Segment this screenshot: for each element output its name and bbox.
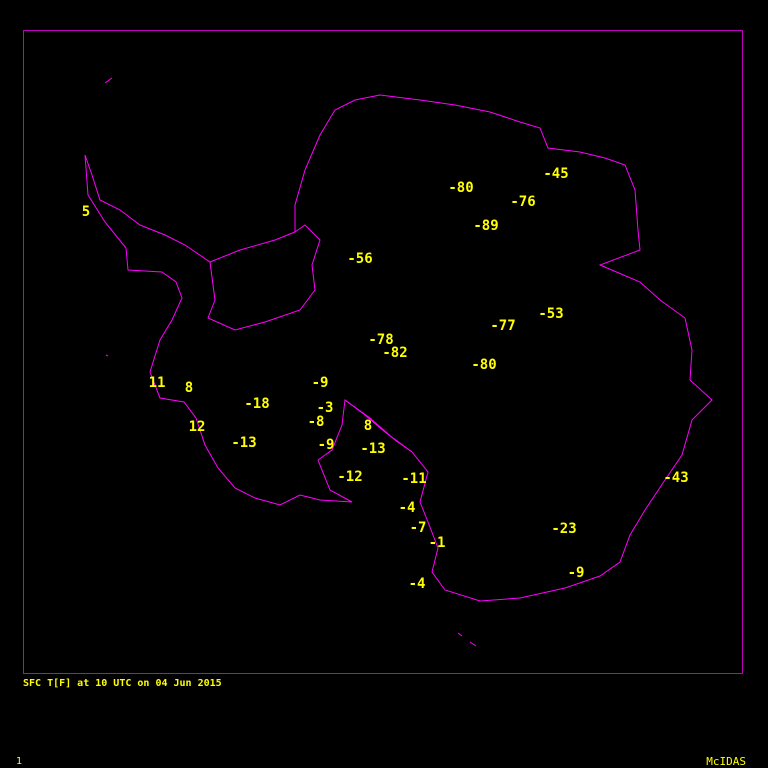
station-value: 12 bbox=[188, 419, 206, 435]
station-value: -82 bbox=[382, 345, 408, 361]
station-value: -9 bbox=[317, 437, 335, 453]
station-value: -56 bbox=[347, 251, 373, 267]
station-value: -9 bbox=[567, 565, 585, 581]
station-value: 5 bbox=[81, 204, 91, 220]
mcidas-label: McIDAS bbox=[706, 755, 746, 768]
ronne-ice-shelf bbox=[344, 399, 413, 453]
station-value: -4 bbox=[408, 576, 426, 592]
station-value: -8 bbox=[307, 414, 325, 430]
island bbox=[104, 77, 477, 647]
station-value: -12 bbox=[337, 469, 363, 485]
station-value: -43 bbox=[663, 470, 689, 486]
ross-ice-shelf bbox=[207, 224, 321, 331]
station-value: 8 bbox=[184, 380, 194, 396]
map-caption: SFC T[F] at 10 UTC on 04 Jun 2015 bbox=[23, 678, 222, 689]
station-value: -89 bbox=[473, 218, 499, 234]
coastline bbox=[84, 94, 713, 602]
station-value: -9 bbox=[311, 375, 329, 391]
station-value: -1 bbox=[428, 535, 446, 551]
station-value: -80 bbox=[448, 180, 474, 196]
station-value: -53 bbox=[538, 306, 564, 322]
station-value: -7 bbox=[409, 520, 427, 536]
station-value: 8 bbox=[363, 418, 373, 434]
station-value: -78 bbox=[368, 332, 394, 348]
station-value: -18 bbox=[244, 396, 270, 412]
station-value: -13 bbox=[360, 441, 386, 457]
station-value: -13 bbox=[231, 435, 257, 451]
station-value: -3 bbox=[316, 400, 334, 416]
station-value: -76 bbox=[510, 194, 536, 210]
station-value: 11 bbox=[148, 375, 166, 391]
map-frame bbox=[23, 30, 743, 674]
frame-number: 1 bbox=[16, 756, 23, 767]
station-value: -80 bbox=[471, 357, 497, 373]
station-value: -77 bbox=[490, 318, 516, 334]
station-value: -23 bbox=[551, 521, 577, 537]
station-value: -4 bbox=[398, 500, 416, 516]
station-value: -45 bbox=[543, 166, 569, 182]
station-value: -11 bbox=[401, 471, 427, 487]
